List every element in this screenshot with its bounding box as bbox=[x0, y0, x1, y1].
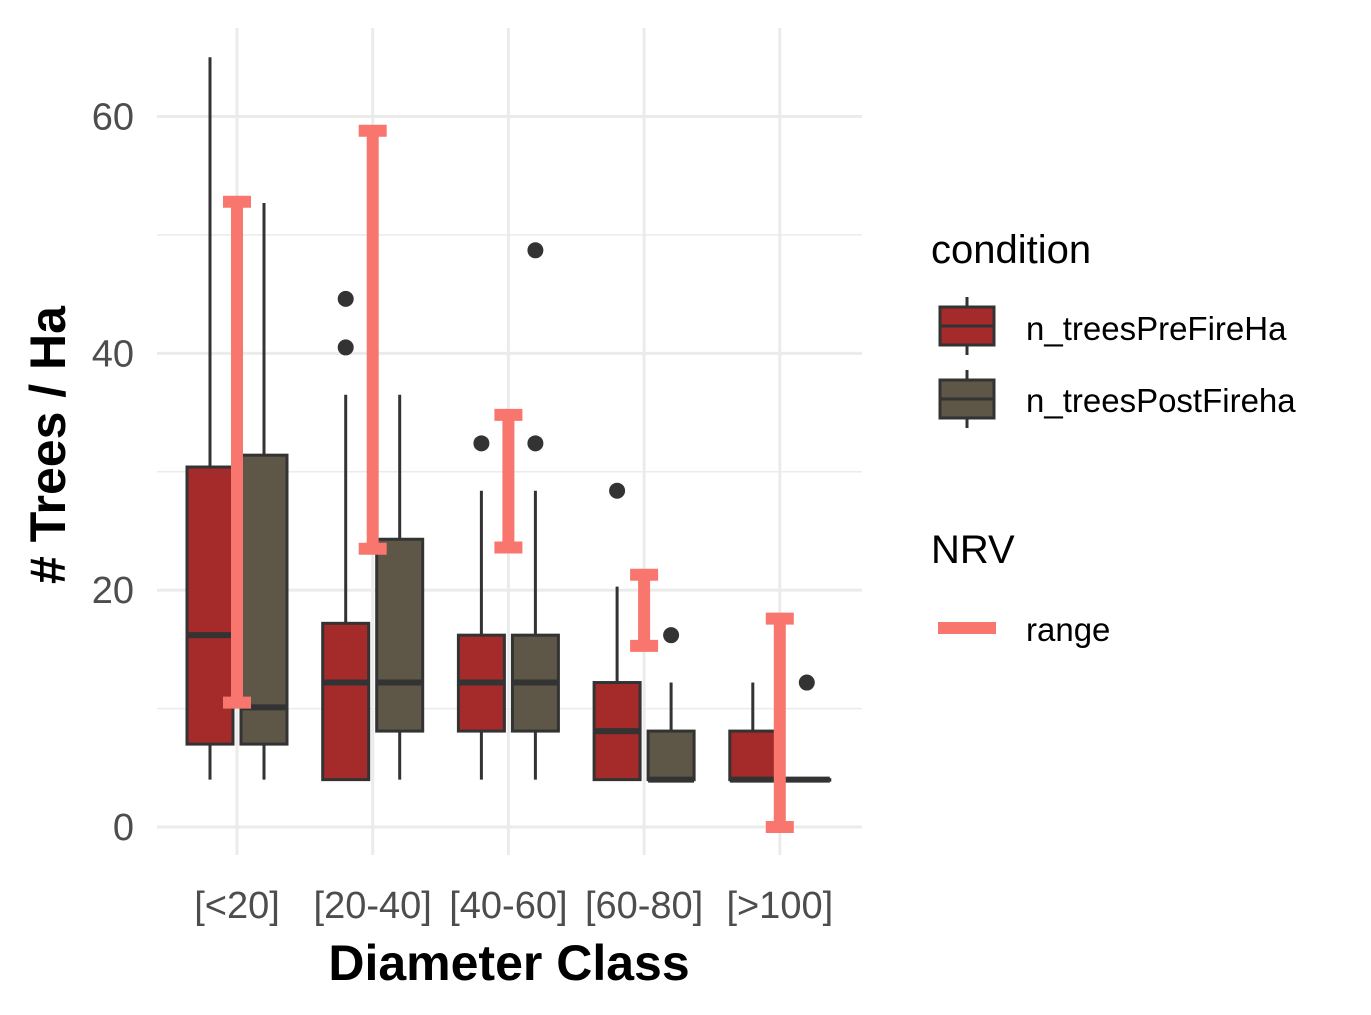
legend-key-prefire bbox=[938, 297, 996, 355]
legend: condition n_treesPreFireHa n_treesPostFi… bbox=[931, 228, 1296, 648]
outlier-point bbox=[663, 627, 680, 644]
y-tick-label: 0 bbox=[113, 807, 134, 849]
box-body bbox=[375, 537, 425, 733]
nrv-range-bar bbox=[630, 568, 659, 652]
x-tick-label: [40-60] bbox=[449, 885, 567, 927]
legend-label-prefire: n_treesPreFireHa bbox=[1026, 310, 1287, 347]
outlier-point bbox=[527, 242, 544, 259]
x-axis-title: Diameter Class bbox=[328, 935, 689, 991]
legend-label-nrv: range bbox=[1026, 611, 1110, 648]
x-tick-label: [60-80] bbox=[585, 885, 703, 927]
box-postfire bbox=[782, 674, 832, 783]
x-tick-label: [<20] bbox=[194, 885, 280, 927]
outlier-point bbox=[337, 339, 354, 356]
x-tick-label: [>100] bbox=[726, 885, 833, 927]
nrv-range-bar bbox=[358, 124, 387, 555]
y-axis-title: # Trees / Ha bbox=[20, 305, 76, 584]
legend-title-condition: condition bbox=[931, 228, 1091, 272]
legend-key-postfire bbox=[938, 370, 996, 428]
nrv-range-bar bbox=[765, 612, 794, 833]
outlier-point bbox=[527, 435, 544, 452]
box-prefire bbox=[456, 435, 506, 780]
box-postfire bbox=[510, 242, 560, 780]
outlier-point bbox=[609, 482, 626, 499]
nrv-range-bar bbox=[494, 408, 523, 554]
y-tick-label: 60 bbox=[92, 97, 134, 139]
legend-label-postfire: n_treesPostFireha bbox=[1026, 382, 1296, 419]
nrv-range-bar bbox=[223, 195, 251, 709]
box-prefire bbox=[321, 290, 371, 782]
legend-title-nrv: NRV bbox=[931, 528, 1015, 572]
outlier-point bbox=[473, 435, 490, 452]
y-tick-label: 20 bbox=[92, 570, 134, 612]
outlier-point bbox=[337, 290, 354, 307]
x-tick-label: [20-40] bbox=[314, 885, 432, 927]
y-tick-label: 40 bbox=[92, 333, 134, 375]
box-postfire bbox=[375, 394, 425, 780]
box-body bbox=[321, 621, 371, 782]
box-postfire bbox=[239, 202, 289, 780]
box-body bbox=[728, 729, 778, 782]
y-axis-ticks: 0 20 40 60 bbox=[92, 97, 134, 850]
box-prefire bbox=[185, 57, 235, 780]
nrv-ranges bbox=[223, 124, 794, 833]
x-axis-ticks: [<20] [20-40] [40-60] [60-80] [>100] bbox=[194, 885, 833, 927]
box-body bbox=[646, 729, 696, 782]
box-prefire bbox=[728, 682, 778, 783]
boxplots bbox=[185, 57, 832, 783]
box-postfire bbox=[646, 627, 696, 783]
outlier-point bbox=[798, 674, 815, 691]
box-prefire bbox=[592, 482, 642, 782]
